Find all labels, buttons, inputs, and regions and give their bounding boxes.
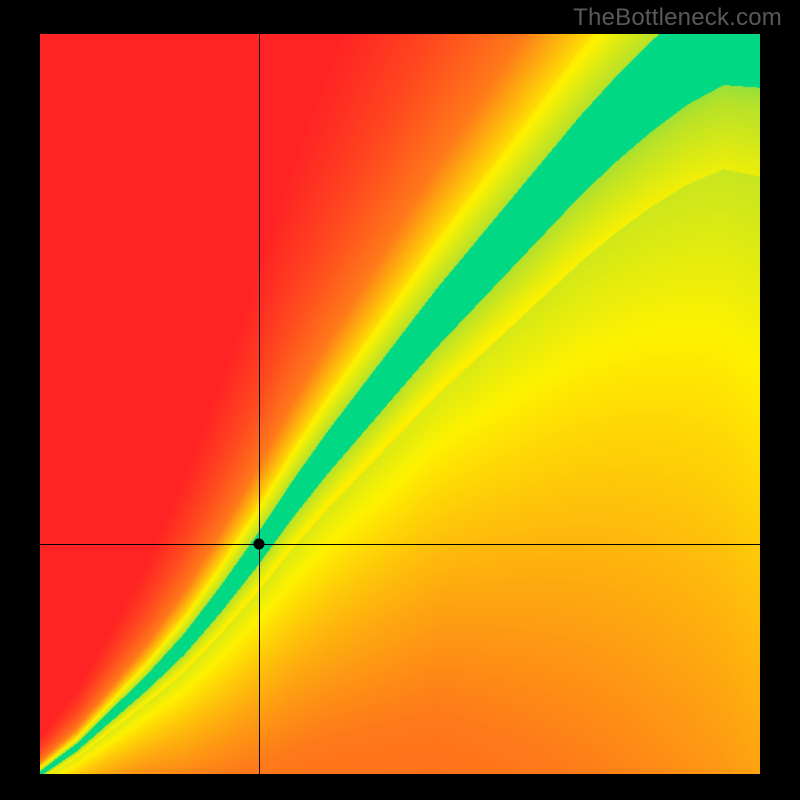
watermark-text: TheBottleneck.com (573, 4, 782, 32)
heatmap-canvas (40, 34, 760, 774)
crosshair-vertical (259, 34, 260, 774)
marker-dot (254, 538, 265, 549)
crosshair-horizontal (40, 544, 760, 545)
plot-area (40, 34, 760, 774)
